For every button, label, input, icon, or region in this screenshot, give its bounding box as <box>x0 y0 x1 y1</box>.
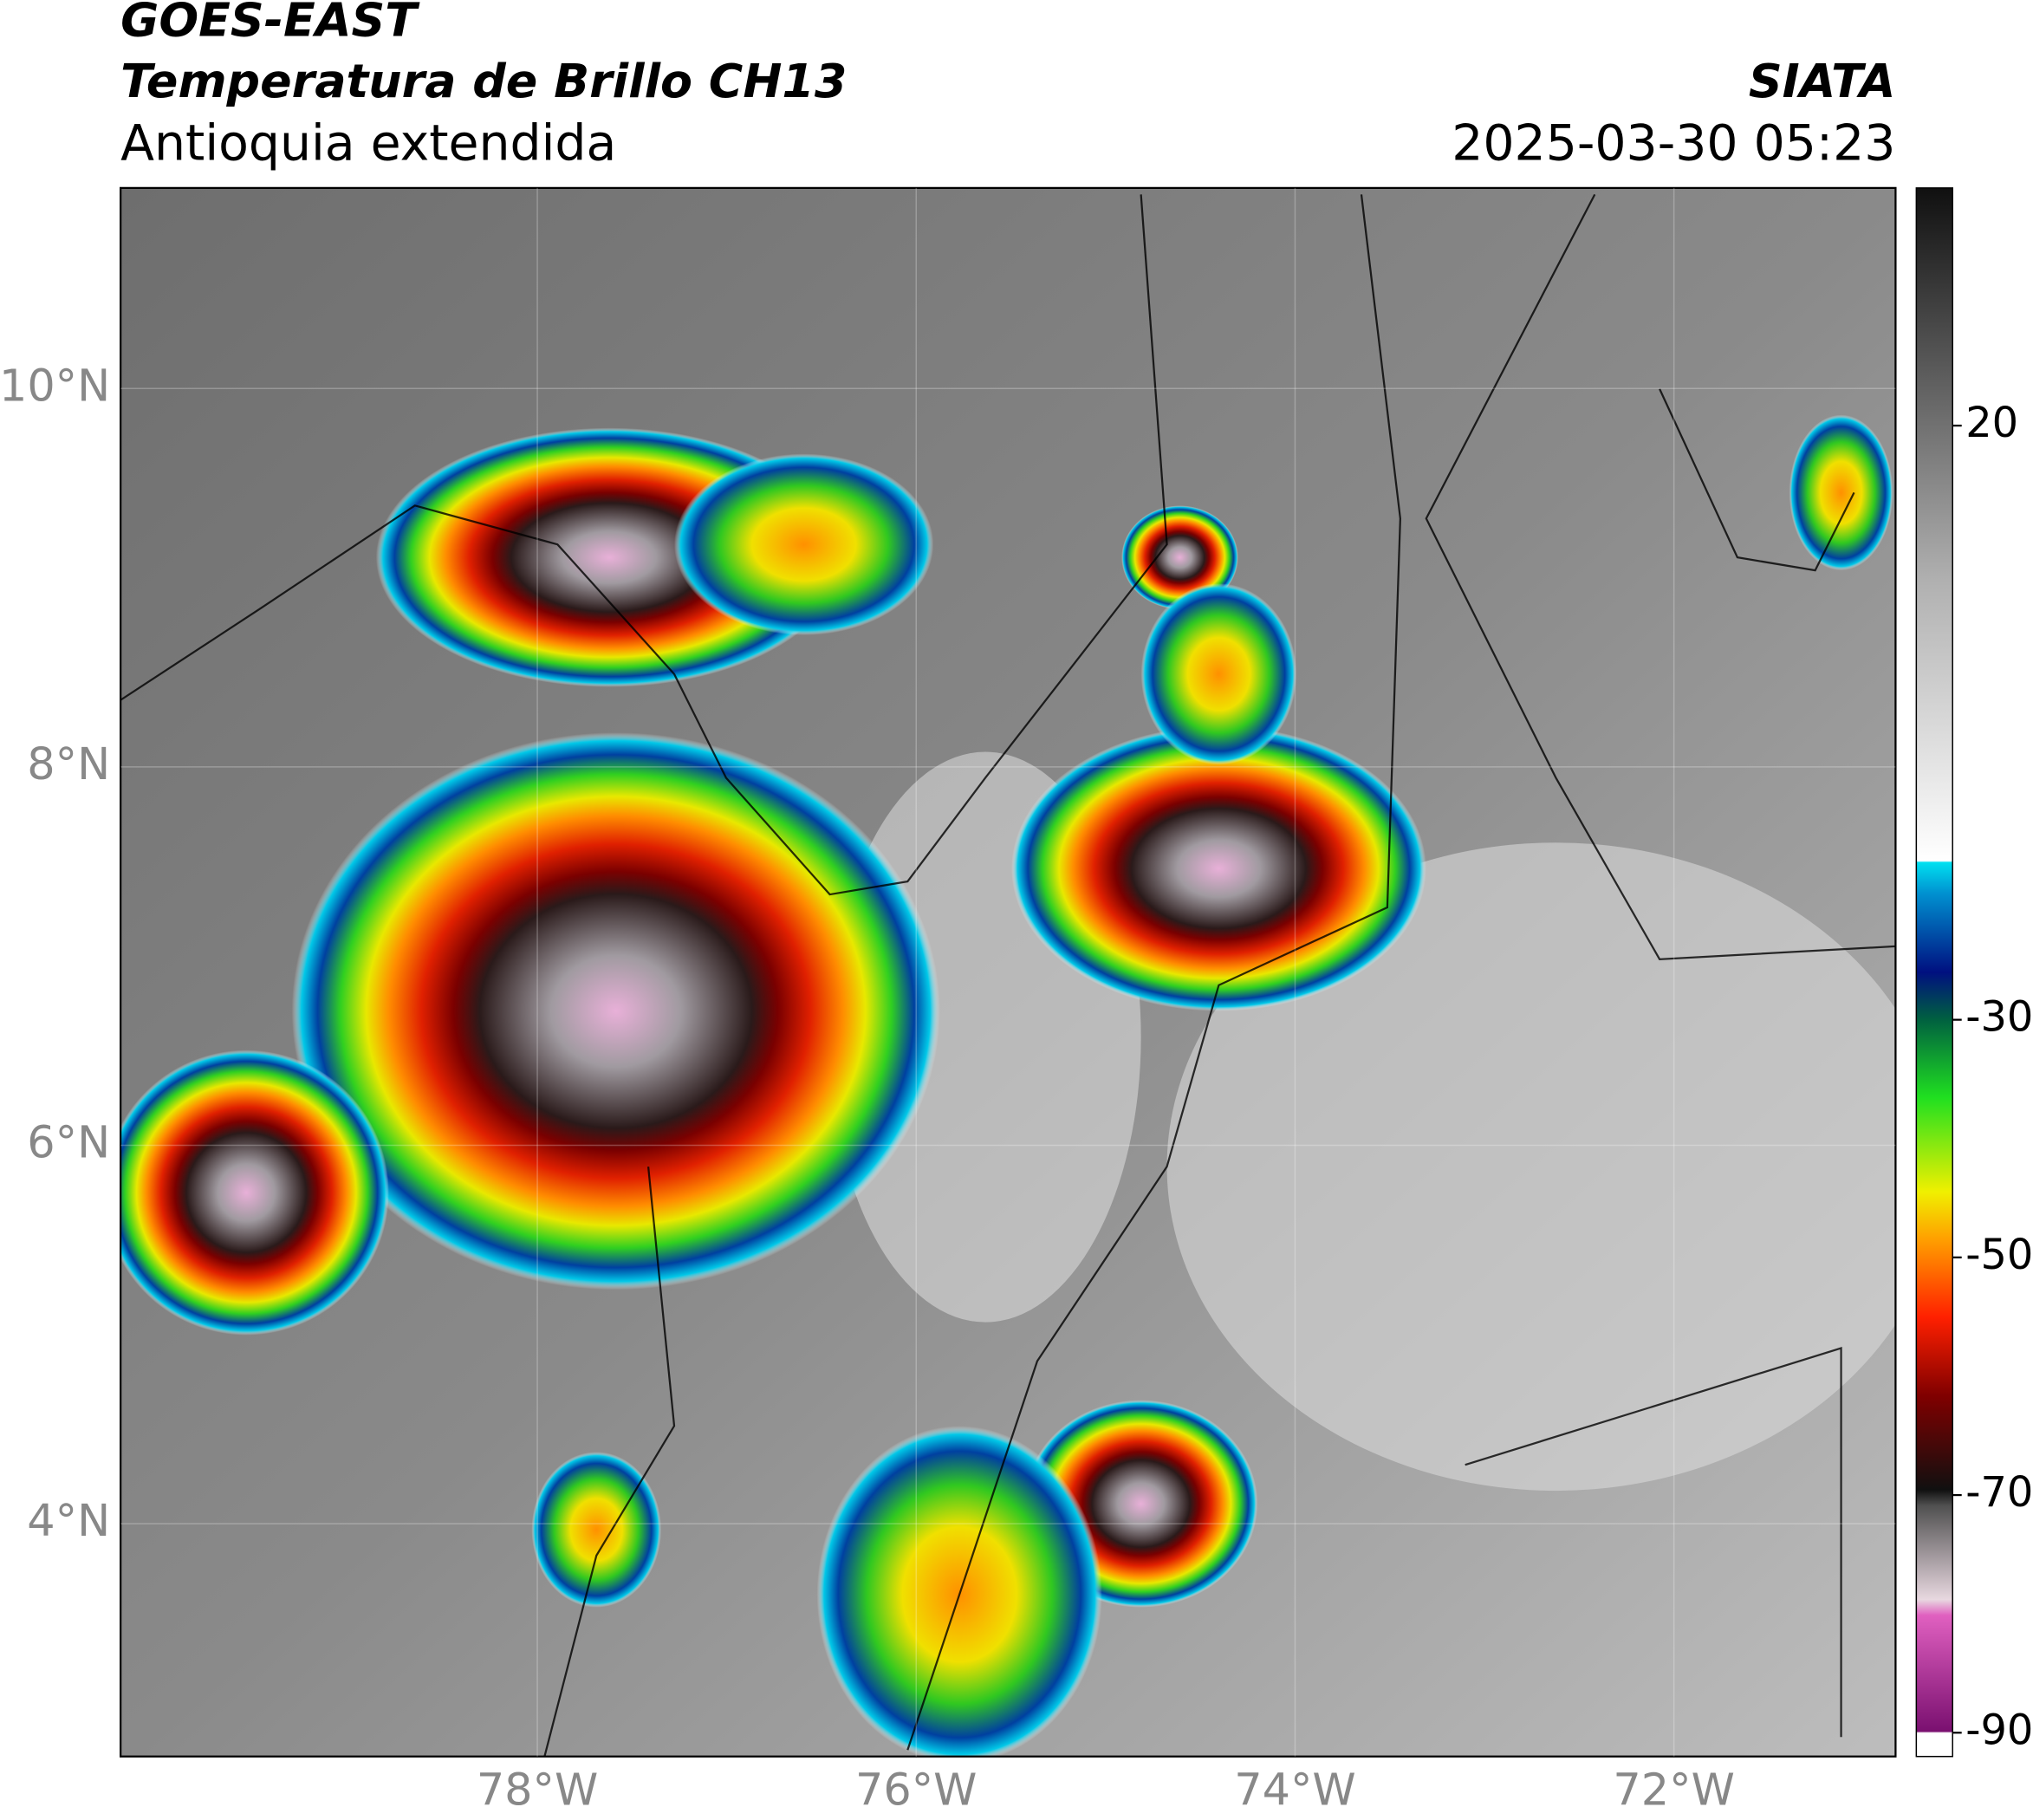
agency: SIATA <box>1749 54 1896 108</box>
satellite: GOES-EAST <box>120 0 420 48</box>
y-tick-label: 10°N <box>0 360 110 411</box>
colorbar <box>1915 187 1953 1758</box>
y-tick-label: 8°N <box>27 738 110 790</box>
colorbar-label: -70 <box>1965 1469 2033 1517</box>
imagery <box>120 187 1896 1757</box>
y-tick-label: 6°N <box>27 1117 110 1168</box>
x-tick-label: 74°W <box>1234 1765 1355 1816</box>
y-tick-label: 4°N <box>27 1495 110 1546</box>
map-frame <box>120 186 1897 1758</box>
region: Antioquia extendida <box>120 115 616 172</box>
colorbar-label: -50 <box>1965 1232 2033 1279</box>
colorbar-label: 20 <box>1965 400 2018 447</box>
x-tick-label: 72°W <box>1613 1765 1734 1816</box>
datetime: 2025-03-30 05:23 <box>1452 115 1895 172</box>
colorbar-label: -30 <box>1965 994 2033 1042</box>
product: Temperatura de Brillo CH13 <box>120 54 847 108</box>
x-tick-label: 78°W <box>477 1765 598 1816</box>
x-tick-label: 76°W <box>855 1765 977 1816</box>
colorbar-label: -90 <box>1965 1706 2033 1754</box>
